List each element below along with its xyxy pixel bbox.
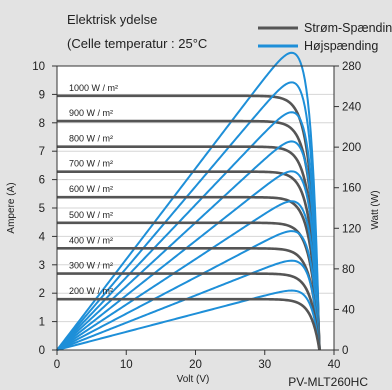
y-left-tick-label: 9: [39, 89, 45, 101]
irradiance-label: 800 W / m²: [69, 134, 113, 144]
y-left-tick-label: 10: [32, 61, 45, 73]
irradiance-label: 300 W / m²: [69, 261, 113, 271]
model-label: PV-MLT260HC: [288, 375, 368, 389]
power-curve: [56, 170, 321, 351]
y-left-tick-label: 4: [39, 231, 46, 243]
y-left-tick-label: 8: [39, 118, 45, 130]
y-right-tick-label: 120: [342, 223, 361, 235]
iv-curve: [57, 272, 321, 351]
y-left-tick-label: 2: [39, 288, 45, 300]
y-left-tick-label: 7: [39, 146, 45, 158]
y-right-tick-label: 40: [342, 304, 355, 316]
iv-curve: [57, 247, 321, 351]
chart-subtitle: (Celle temperatur : 25°C: [67, 36, 207, 51]
irradiance-labels: 1000 W / m² 900 W / m² 800 W / m² 700 W / m…: [69, 83, 118, 296]
y-axis-right-label: Watt (W): [370, 190, 381, 229]
y-right-tick-label: 200: [342, 142, 361, 154]
irradiance-label: 1000 W / m²: [69, 83, 118, 93]
x-tick-label: 40: [328, 359, 341, 371]
power-curve: [56, 200, 321, 351]
y-left-tick-label: 3: [39, 260, 45, 272]
iv-curve: [57, 221, 321, 351]
y-left-tick-label: 6: [39, 175, 45, 187]
y-right-tick-label: 280: [342, 61, 361, 73]
legend-label-iv: Strøm-Spænding: [304, 21, 392, 35]
x-tick-label: 10: [120, 359, 133, 371]
iv-curve: [57, 297, 321, 351]
power-curve: [56, 230, 321, 351]
y-right-tick-label: 0: [342, 345, 348, 357]
y-right-tick-label: 240: [342, 102, 361, 114]
irradiance-label: 600 W / m²: [69, 184, 113, 194]
iv-curve: [57, 170, 321, 351]
y-right-tick-label: 160: [342, 183, 361, 195]
power-curve: [56, 289, 321, 351]
irradiance-label: 900 W / m²: [69, 108, 113, 118]
chart-title: Elektrisk ydelse: [67, 12, 157, 27]
x-tick-label: 20: [189, 359, 202, 371]
y-right-tick-label: 80: [342, 264, 355, 276]
legend: Strøm-Spænding Højspænding: [258, 21, 392, 53]
y-left-tick-label: 5: [39, 203, 45, 215]
irradiance-label: 700 W / m²: [69, 159, 113, 169]
irradiance-label: 500 W / m²: [69, 210, 113, 220]
x-tick-label: 0: [54, 359, 60, 371]
x-axis-label: Volt (V): [177, 374, 210, 385]
curves: [56, 51, 321, 351]
legend-label-power: Højspænding: [304, 39, 378, 53]
y-left-tick-label: 1: [39, 317, 45, 329]
x-tick-label: 30: [258, 359, 271, 371]
irradiance-label: 200 W / m²: [69, 286, 113, 296]
y-axis-left-label: Ampere (A): [6, 182, 17, 233]
iv-curve: [57, 195, 321, 351]
power-curve: [56, 51, 321, 351]
power-curve: [56, 140, 321, 351]
iv-curve: [57, 145, 321, 351]
irradiance-label: 400 W / m²: [69, 235, 113, 245]
iv-curve: [57, 94, 321, 351]
power-curve: [56, 111, 321, 351]
y-left-tick-label: 0: [39, 345, 45, 357]
